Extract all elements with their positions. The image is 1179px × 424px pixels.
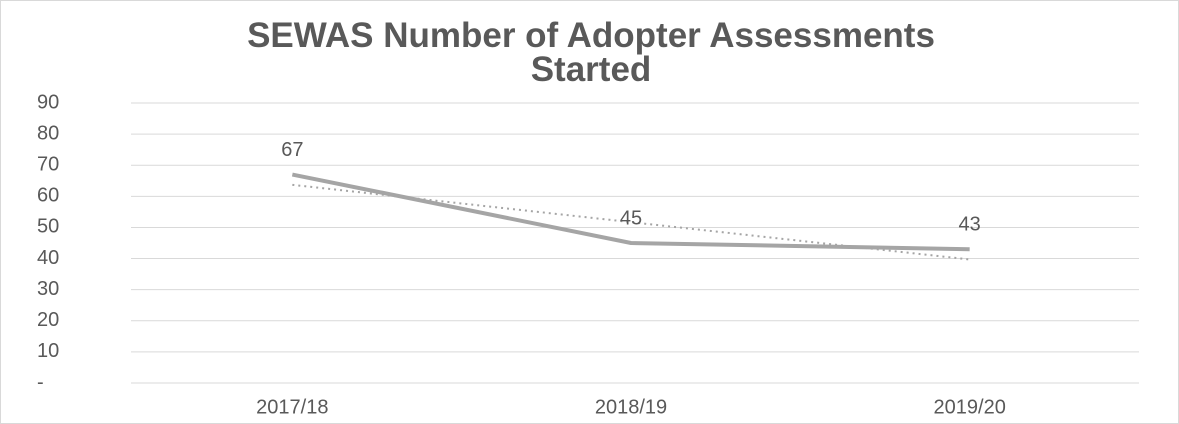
y-tick-label: 30: [37, 278, 59, 300]
data-label: 67: [281, 139, 303, 161]
y-tick-label: 40: [37, 247, 59, 269]
chart-title: SEWAS Number of Adopter Assessments Star…: [247, 16, 935, 89]
x-tick-label: 2019/20: [934, 396, 1006, 418]
data-label: 43: [959, 214, 981, 236]
y-tick-label: 10: [37, 340, 59, 362]
y-tick-label: 20: [37, 309, 59, 331]
line: [291, 172, 970, 252]
data-label: 45: [620, 207, 642, 229]
y-tick-label: 50: [37, 216, 59, 238]
y-tick-label: -: [37, 371, 44, 393]
x-tick-label: 2017/18: [256, 396, 328, 418]
y-tick-label: 60: [37, 185, 59, 207]
x-tick-label: 2018/19: [595, 396, 667, 418]
y-tick-label: 80: [37, 122, 59, 144]
y-tick-label: 70: [37, 154, 59, 176]
y-tick-label: 90: [37, 91, 59, 113]
